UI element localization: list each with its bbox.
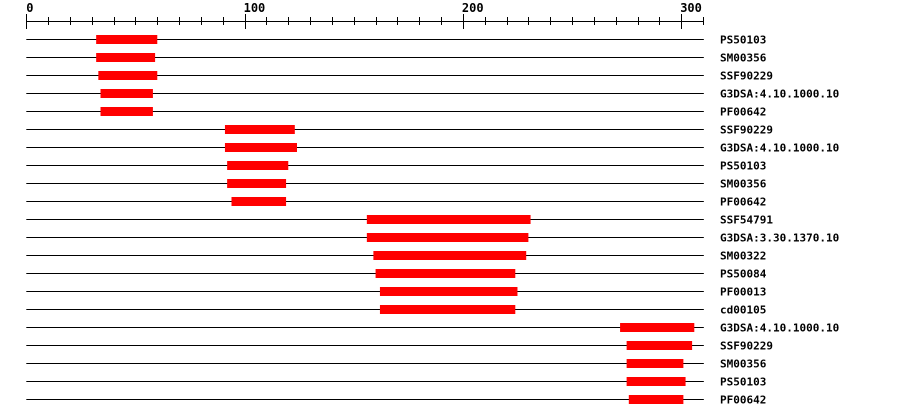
domain-bar[interactable]: [620, 323, 695, 332]
domain-row: G3DSA:4.10.1000.10: [26, 88, 839, 101]
domain-label: PS50103: [720, 376, 766, 389]
domain-row: PS50084: [26, 268, 767, 281]
domain-rows: PS50103 SM00356 SSF90229 G3DSA:4.10.1000.10…: [26, 34, 839, 407]
domain-label: G3DSA:4.10.1000.10: [720, 142, 839, 155]
domain-row: G3DSA:3.30.1370.10: [26, 232, 839, 245]
domain-label: PS50084: [720, 268, 767, 281]
domain-bar[interactable]: [100, 107, 153, 116]
domain-label: SSF90229: [720, 340, 773, 353]
domain-label: PF00642: [720, 394, 766, 407]
domain-row: SM00356: [26, 178, 767, 191]
domain-bar[interactable]: [224, 143, 297, 152]
domain-label: cd00105: [720, 304, 766, 317]
domain-row: PS50103: [26, 376, 766, 389]
domain-bar[interactable]: [373, 251, 527, 260]
domain-bar[interactable]: [224, 125, 295, 134]
domain-bar[interactable]: [628, 395, 684, 404]
domain-label: G3DSA:4.10.1000.10: [720, 322, 839, 335]
domain-label: PS50103: [720, 160, 766, 173]
domain-label: SSF90229: [720, 124, 773, 137]
domain-row: G3DSA:4.10.1000.10: [26, 142, 839, 155]
domain-label: SM00322: [720, 250, 766, 263]
domain-row: PF00013: [26, 286, 766, 299]
domain-row: SSF54791: [26, 214, 773, 227]
domain-label: SM00356: [720, 358, 767, 371]
domain-row: cd00105: [26, 304, 766, 317]
domain-row: PF00642: [26, 196, 766, 209]
domain-row: PS50103: [26, 160, 766, 173]
domain-row: SM00322: [26, 250, 766, 263]
domain-bar[interactable]: [626, 377, 686, 386]
tick-label: 0: [26, 1, 33, 15]
domain-label: G3DSA:3.30.1370.10: [720, 232, 839, 245]
domain-bar[interactable]: [626, 341, 693, 350]
domain-bar[interactable]: [366, 233, 529, 242]
domain-bar[interactable]: [98, 71, 158, 80]
domain-row: SM00356: [26, 358, 767, 371]
domain-label: SSF54791: [720, 214, 773, 227]
domain-label: PF00642: [720, 106, 766, 119]
domain-bar[interactable]: [227, 161, 289, 170]
domain-bar[interactable]: [100, 89, 153, 98]
domain-label: SSF90229: [720, 70, 773, 83]
domain-bar[interactable]: [96, 35, 158, 44]
domain-label: SM00356: [720, 52, 767, 65]
domain-bar[interactable]: [379, 305, 516, 314]
domain-bar[interactable]: [366, 215, 531, 224]
domain-row: SSF90229: [26, 124, 773, 137]
tick-label: 300: [680, 1, 702, 15]
domain-label: PF00642: [720, 196, 766, 209]
domain-bar[interactable]: [227, 179, 287, 188]
domain-row: SSF90229: [26, 70, 773, 83]
domain-bar[interactable]: [375, 269, 516, 278]
domain-row: PS50103: [26, 34, 766, 47]
tick-label: 200: [462, 1, 484, 15]
tick-label: 100: [244, 1, 266, 15]
domain-label: PS50103: [720, 34, 766, 47]
domain-bar[interactable]: [379, 287, 518, 296]
domain-bar[interactable]: [231, 197, 287, 206]
domain-row: PF00642: [26, 394, 766, 407]
domain-bar[interactable]: [96, 53, 156, 62]
domain-label: PF00013: [720, 286, 766, 299]
domain-bar[interactable]: [626, 359, 684, 368]
domain-label: SM00356: [720, 178, 767, 191]
domain-row: G3DSA:4.10.1000.10: [26, 322, 839, 335]
domain-row: PF00642: [26, 106, 766, 119]
domain-label: G3DSA:4.10.1000.10: [720, 88, 839, 101]
domain-row: SSF90229: [26, 340, 773, 353]
domain-row: SM00356: [26, 52, 767, 65]
ruler-axis: 0 100 200 300: [26, 1, 704, 29]
